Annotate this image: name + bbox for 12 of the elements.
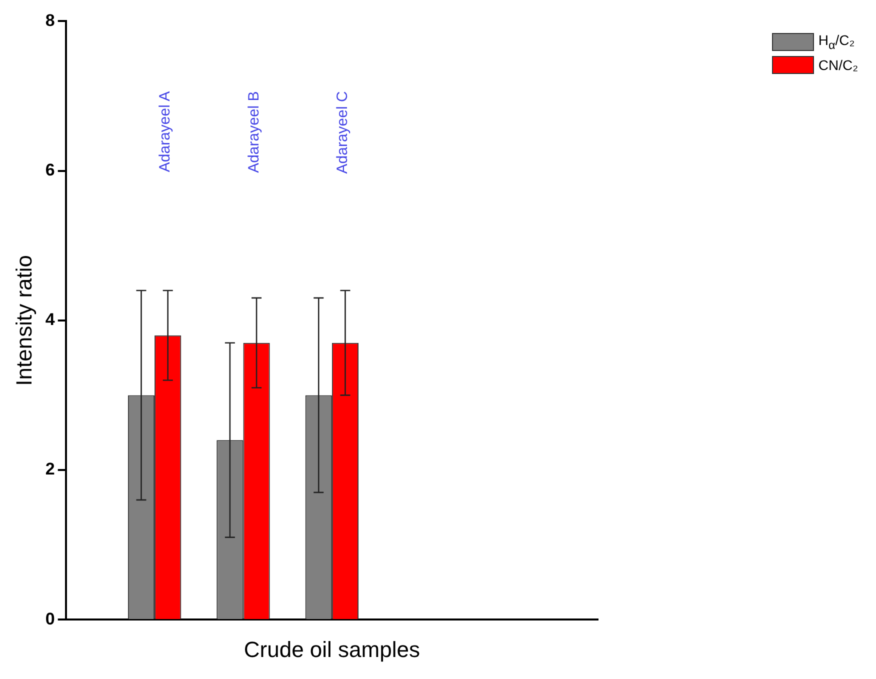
y-tick-label: 4 [45, 310, 56, 330]
legend-label: H$_{α}$/C₂ [818, 32, 855, 52]
x-axis-title: Crude oil samples [244, 636, 420, 662]
x-tick-label: Adarayeel A [156, 91, 174, 172]
y-tick-label: 8 [45, 10, 55, 30]
legend-label: CN/C₂ [818, 56, 858, 73]
y-axis-title: Intensity ratio [11, 254, 36, 386]
x-tick-label: Adarayeel C [334, 91, 352, 174]
y-tick-label: 6 [45, 160, 55, 180]
y-tick-label: 2 [45, 460, 55, 479]
y-tick-label: 0 [45, 609, 55, 628]
x-tick-label: Adarayeel B [245, 91, 262, 173]
